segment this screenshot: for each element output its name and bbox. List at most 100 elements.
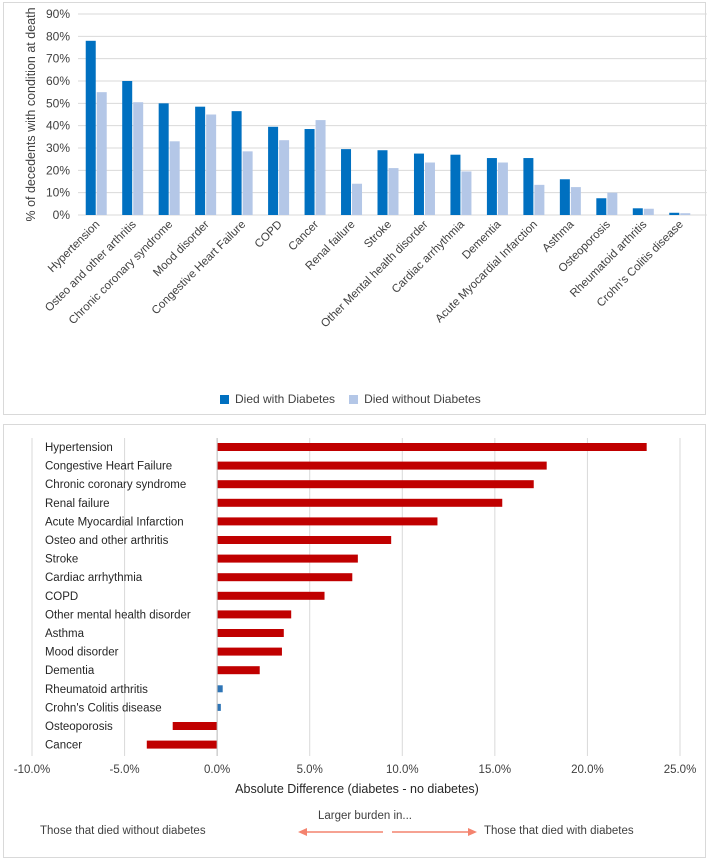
y-tick-label: 60% <box>46 74 70 88</box>
bar-without-diabetes <box>388 168 399 215</box>
difference-bar <box>172 722 218 730</box>
y-axis-title: % of decedents with condition at death <box>24 7 38 221</box>
bar-with-diabetes <box>85 40 96 215</box>
bar-with-diabetes <box>523 158 534 215</box>
difference-bar <box>217 461 547 470</box>
category-label: Cardiac arrhythmia <box>45 572 143 584</box>
category-label: Asthma <box>45 628 85 640</box>
y-tick-label: 20% <box>46 163 70 177</box>
bar-with-diabetes <box>450 154 461 215</box>
bar-without-diabetes <box>206 114 217 215</box>
bar-without-diabetes <box>424 162 435 215</box>
category-label: Acute Myocardial Infarction <box>45 516 184 528</box>
bar-with-diabetes <box>632 208 643 215</box>
arrow-right-head <box>468 828 477 836</box>
difference-bar <box>217 573 353 582</box>
annotation-left: Those that died without diabetes <box>40 825 206 837</box>
arrow-left-head <box>298 828 307 836</box>
y-tick-label: 90% <box>46 7 70 21</box>
bar-with-diabetes <box>122 81 133 215</box>
bar-without-diabetes <box>133 102 144 215</box>
category-label: Crohn's Colitis disease <box>45 702 162 714</box>
difference-bar <box>217 517 438 526</box>
category-label: Rheumatoid arthritis <box>45 684 148 696</box>
category-label: Chronic coronary syndrome <box>45 479 186 491</box>
category-label: Renal failure <box>45 498 110 510</box>
bar-without-diabetes <box>570 187 581 215</box>
annotation-title: Larger burden in... <box>318 810 412 822</box>
bar-with-diabetes <box>559 179 570 215</box>
panel-b-frame <box>3 424 706 858</box>
bar-without-diabetes <box>607 192 618 215</box>
y-tick-label: 10% <box>46 186 70 200</box>
category-label: Osteoporosis <box>45 721 113 733</box>
difference-bar <box>217 554 358 563</box>
bar-with-diabetes <box>413 153 424 215</box>
y-tick-label: 0% <box>53 208 71 222</box>
bar-without-diabetes <box>352 183 363 215</box>
bar-without-diabetes <box>96 92 107 215</box>
y-tick-label: 80% <box>46 29 70 43</box>
legend-label-without-diabetes: Died without Diabetes <box>364 392 481 406</box>
x-tick-label: 0.0% <box>204 764 230 776</box>
bar-without-diabetes <box>315 120 326 215</box>
chart-a-legend: Died with Diabetes Died without Diabetes <box>220 392 481 406</box>
category-label: COPD <box>45 591 78 603</box>
x-tick-label: 20.0% <box>571 764 604 776</box>
bar-with-diabetes <box>377 150 388 215</box>
bar-without-diabetes <box>169 141 180 215</box>
category-label: Other mental health disorder <box>45 609 191 621</box>
bar-without-diabetes <box>279 140 290 215</box>
bar-with-diabetes <box>268 126 279 215</box>
bar-with-diabetes <box>158 103 169 215</box>
category-label: Mood disorder <box>45 647 119 659</box>
bar-without-diabetes <box>534 184 545 215</box>
x-tick-label: -5.0% <box>110 764 140 776</box>
bar-without-diabetes <box>497 162 508 215</box>
bar-with-diabetes <box>669 212 680 215</box>
x-tick-label: -10.0% <box>14 764 50 776</box>
bar-without-diabetes <box>680 213 691 215</box>
bar-without-diabetes <box>461 171 472 215</box>
x-tick-label: 5.0% <box>297 764 323 776</box>
difference-bar <box>217 666 260 675</box>
bar-with-diabetes <box>304 129 315 215</box>
legend-label-with-diabetes: Died with Diabetes <box>235 392 336 406</box>
bar-with-diabetes <box>341 149 352 215</box>
x-tick-label: 15.0% <box>479 764 512 776</box>
difference-bar <box>217 610 292 619</box>
y-tick-label: 40% <box>46 119 70 133</box>
difference-bar <box>217 629 284 637</box>
y-tick-label: 30% <box>46 141 70 155</box>
x-axis-title: Absolute Difference (diabetes - no diabe… <box>235 782 479 796</box>
chart-a: 0%10%20%30%40%50%60%70%80%90%Hypertensio… <box>24 7 707 330</box>
difference-bar <box>217 647 282 656</box>
difference-bar <box>146 740 218 749</box>
bar-with-diabetes <box>195 106 206 215</box>
difference-bar <box>217 480 534 489</box>
legend-swatch-without-diabetes <box>349 394 359 404</box>
y-tick-label: 50% <box>46 96 70 110</box>
y-tick-label: 70% <box>46 52 70 66</box>
difference-bar <box>217 498 503 507</box>
bar-without-diabetes <box>242 151 253 215</box>
x-tick-label: 25.0% <box>664 764 697 776</box>
difference-bar <box>217 685 223 693</box>
bar-with-diabetes <box>596 198 607 215</box>
category-label: Hypertension <box>45 442 113 454</box>
bar-with-diabetes <box>486 158 497 215</box>
legend-swatch-with-diabetes <box>220 394 229 404</box>
bar-with-diabetes <box>231 111 242 215</box>
category-label: Osteo and other arthritis <box>45 535 169 547</box>
difference-bar <box>217 703 221 711</box>
category-label: Stroke <box>45 554 78 566</box>
annotation-right: Those that died with diabetes <box>484 825 634 837</box>
difference-bar <box>217 536 392 544</box>
difference-bar <box>217 591 325 600</box>
category-label: Cancer <box>45 740 82 752</box>
category-label: Dementia <box>45 665 95 677</box>
x-tick-label: 10.0% <box>386 764 419 776</box>
category-label: Congestive Heart Failure <box>45 461 172 473</box>
difference-bar <box>217 443 647 451</box>
